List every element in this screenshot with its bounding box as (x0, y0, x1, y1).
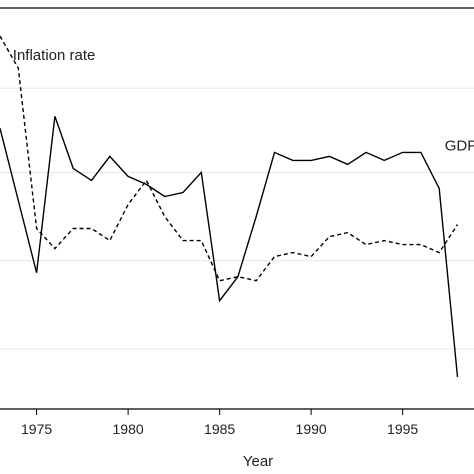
x-tick-label-1985: 1985 (204, 421, 235, 437)
series-line-gdp (0, 116, 459, 377)
annotation-layer: Inflation rate GDP (13, 47, 474, 154)
series-layer (0, 35, 459, 377)
series-line-inflation-rate (0, 35, 459, 282)
x-axis-label: Year (243, 453, 273, 470)
x-tick-label-1975: 1975 (21, 421, 52, 437)
annotation-inflation-rate: Inflation rate (13, 47, 96, 64)
annotation-gdp: GDP (445, 137, 474, 154)
x-axis-ticks: 1975 1980 1985 1990 1995 (21, 409, 418, 437)
x-tick-label-1990: 1990 (296, 421, 327, 437)
grid-layer (0, 87, 474, 350)
x-tick-label-1980: 1980 (113, 421, 144, 437)
x-tick-label-1995: 1995 (387, 421, 418, 437)
